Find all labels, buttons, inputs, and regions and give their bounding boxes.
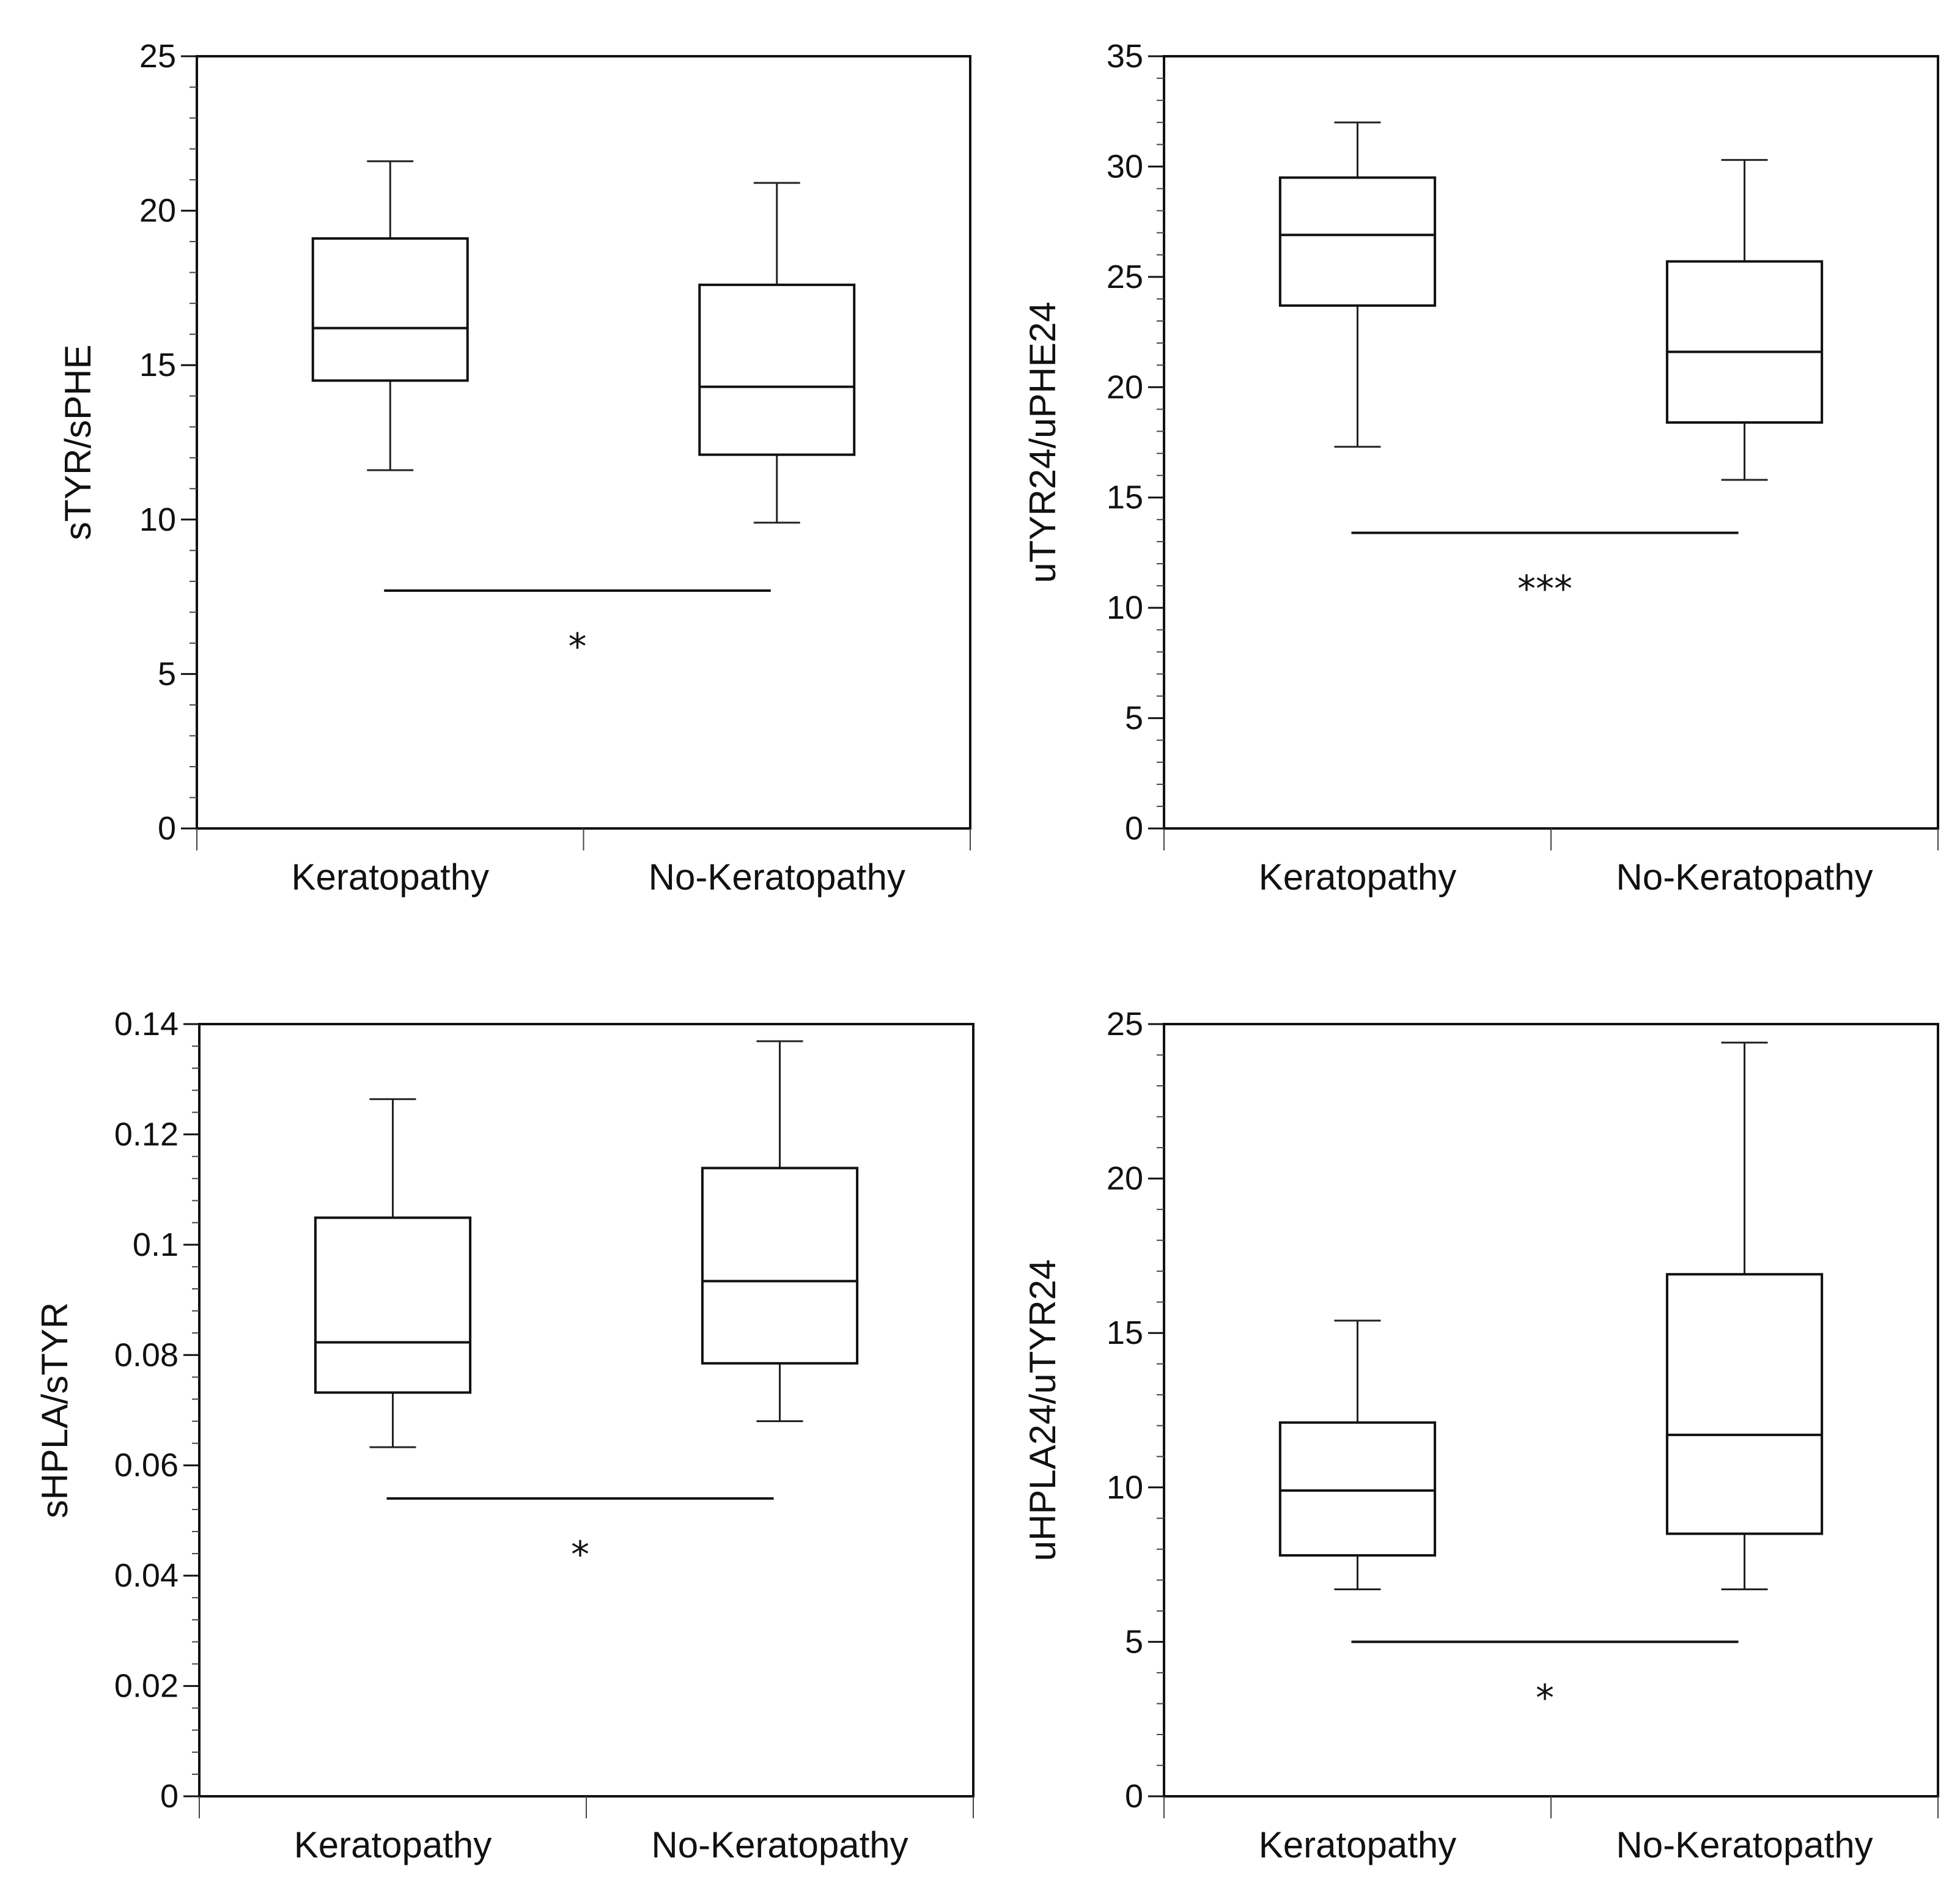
iqr-box (1278, 176, 1437, 307)
category-label: No-Keratopathy (651, 1824, 908, 1865)
y-axis-label: sTYR/sPHE (57, 344, 98, 540)
box-no-keratopathy (698, 182, 856, 524)
y-tick-label: 0 (160, 1778, 179, 1815)
y-tick-label: 0.08 (114, 1337, 179, 1373)
y-tick-label: 0.06 (114, 1447, 179, 1484)
y-tick-label: 0 (1125, 1778, 1143, 1815)
y-tick-label: 20 (1107, 1160, 1143, 1197)
significance-marker: * (1536, 1676, 1554, 1719)
box-keratopathy (311, 160, 469, 471)
y-tick-label: 15 (1107, 479, 1143, 516)
y-tick-label: 15 (1107, 1315, 1143, 1351)
y-tick-label: 25 (1107, 259, 1143, 295)
iqr-box (1665, 260, 1824, 424)
iqr-box (1665, 1273, 1824, 1535)
y-axis-label: uTYR24/uPHE24 (1022, 301, 1063, 583)
box-no-keratopathy (701, 1040, 859, 1423)
y-axis-label: sHPLA/sTYR (34, 1302, 75, 1518)
y-tick-label: 0 (1125, 810, 1143, 847)
y-tick-label: 35 (1107, 38, 1143, 75)
y-tick-label: 0.04 (114, 1557, 179, 1594)
box-no-keratopathy (1665, 1041, 1824, 1591)
category-label: No-Keratopathy (1616, 1824, 1873, 1865)
y-tick-label: 10 (1107, 1469, 1143, 1506)
y-tick-label: 10 (139, 501, 176, 538)
category-label: Keratopathy (294, 1824, 492, 1865)
iqr-box (311, 237, 469, 382)
chart-panel-2: 0 5 10 15 20 25 30 35 uTYR24/uPHE24 Keratopathy No… (1022, 38, 1939, 898)
y-tick-label: 25 (1107, 1006, 1143, 1042)
y-tick-label: 30 (1107, 148, 1143, 185)
category-label: Keratopathy (1259, 857, 1457, 898)
box-keratopathy (314, 1098, 472, 1448)
significance-marker: *** (1517, 567, 1572, 610)
y-tick-label: 0.02 (114, 1668, 179, 1705)
box-no-keratopathy (1665, 159, 1824, 481)
y-tick-label: 0 (158, 810, 176, 847)
category-label: Keratopathy (1259, 1824, 1457, 1865)
y-tick-label: 0.1 (133, 1226, 179, 1263)
iqr-box (1278, 1421, 1437, 1557)
y-axis-label: uHPLA24/uTYR24 (1022, 1259, 1063, 1562)
y-tick-label: 5 (158, 655, 176, 692)
category-label: Keratopathy (291, 857, 489, 898)
y-tick-label: 5 (1125, 700, 1143, 737)
significance-marker: * (569, 625, 587, 668)
chart-panel-1: 0 5 10 15 20 25 sTYR/sPHE Keratopathy No-Keratop… (57, 38, 971, 898)
y-tick-label: 5 (1125, 1623, 1143, 1660)
y-tick-label: 20 (139, 193, 176, 229)
y-tick-label: 0.14 (114, 1006, 179, 1042)
chart-panel-3: 0 0.02 0.04 0.06 0.08 0.1 0.12 0.14 sHPLA/sTYR Ke… (34, 1006, 974, 1865)
y-tick-label: 15 (139, 347, 176, 383)
category-label: No-Keratopathy (1616, 857, 1873, 898)
y-tick-label: 25 (139, 38, 176, 75)
y-tick-label: 20 (1107, 369, 1143, 405)
y-tick-label: 0.12 (114, 1116, 179, 1152)
box-keratopathy (1278, 1319, 1437, 1591)
significance-marker: * (571, 1533, 589, 1576)
y-tick-label: 10 (1107, 589, 1143, 626)
box-keratopathy (1278, 121, 1437, 448)
category-label: No-Keratopathy (649, 857, 905, 898)
iqr-box (314, 1216, 472, 1394)
iqr-box (698, 283, 856, 456)
chart-panel-4: 0 5 10 15 20 25 uHPLA24/uTYR24 Keratopathy No-Ke… (1022, 1006, 1939, 1865)
iqr-box (701, 1167, 859, 1365)
